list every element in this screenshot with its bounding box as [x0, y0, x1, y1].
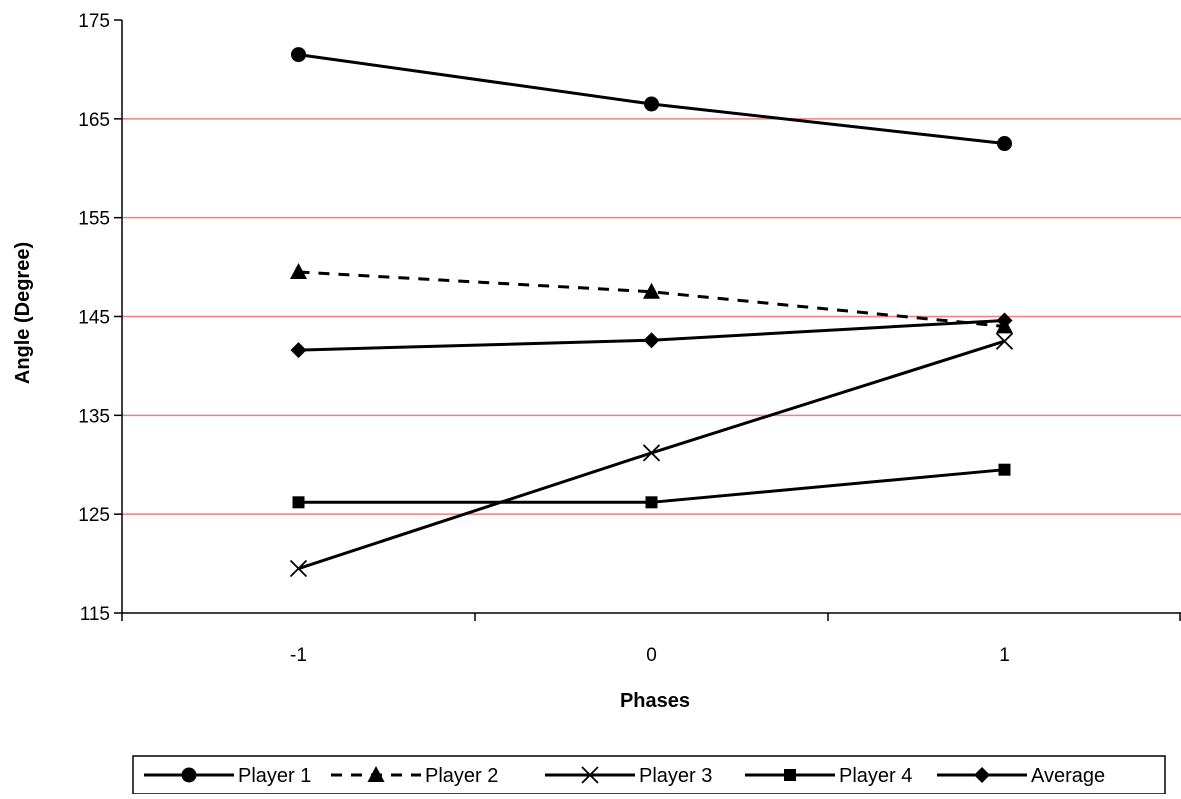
legend-items: Player 1 Player 2 Player 3 Player 4 Average	[144, 765, 1105, 787]
legend-item-average: Average	[937, 765, 1105, 787]
data-point-average	[290, 342, 307, 359]
data-point-player-3	[995, 332, 1014, 350]
legend-marker-player-3	[581, 766, 599, 784]
y-tick-label: 125	[78, 505, 110, 526]
data-point-player-4	[998, 463, 1011, 476]
series-line-player-2	[298, 270, 1005, 328]
y-tick-label: 155	[78, 209, 110, 230]
data-point-average	[643, 332, 660, 349]
x-tick-label: 1	[999, 645, 1010, 666]
legend-label-player-2: Player 2	[425, 765, 498, 787]
legend-marker-average	[974, 767, 990, 783]
series-lines	[298, 53, 1005, 570]
y-tick-label: 135	[78, 406, 110, 427]
gridlines	[122, 118, 1181, 515]
data-point-player-1	[291, 47, 306, 63]
legend-marker-player-2	[367, 766, 385, 782]
legend-label-player-4: Player 4	[839, 765, 912, 787]
legend-item-player-1: Player 1	[144, 765, 311, 787]
data-point-average	[996, 312, 1013, 329]
data-point-player-2	[643, 282, 660, 299]
x-tick-label: -1	[290, 645, 307, 666]
data-point-player-1	[644, 96, 659, 112]
legend-item-player-3: Player 3	[545, 765, 712, 787]
data-point-player-1	[997, 136, 1012, 152]
tick-labels: 115 125 135 145 155 165 175 -1 0 1	[78, 11, 1009, 666]
legend-item-player-2: Player 2	[331, 765, 498, 787]
data-point-player-2	[290, 263, 307, 280]
y-tick-label: 175	[78, 11, 110, 32]
data-point-player-3	[642, 444, 661, 462]
y-tick-label: 145	[78, 308, 110, 329]
y-tick-label: 115	[80, 604, 110, 625]
series-line-player-3	[298, 339, 1005, 570]
axes	[114, 19, 1181, 621]
x-axis-title: Phases	[620, 690, 690, 712]
legend-label-player-1: Player 1	[238, 765, 311, 787]
legend-label-average: Average	[1031, 765, 1105, 787]
legend-marker-player-4	[784, 769, 796, 781]
data-point-player-4	[645, 496, 658, 509]
legend-item-player-4: Player 4	[745, 765, 912, 787]
legend-label-player-3: Player 3	[639, 765, 712, 787]
series-markers	[289, 47, 1014, 578]
data-point-player-4	[292, 496, 305, 509]
y-axis-title: Angle (Degree)	[12, 242, 34, 384]
legend: Player 1 Player 2 Player 3 Player 4 Average	[132, 755, 1166, 795]
x-tick-label: 0	[646, 645, 657, 666]
y-tick-label: 165	[78, 110, 110, 131]
legend-marker-player-1	[181, 767, 197, 783]
data-point-player-3	[289, 559, 308, 578]
